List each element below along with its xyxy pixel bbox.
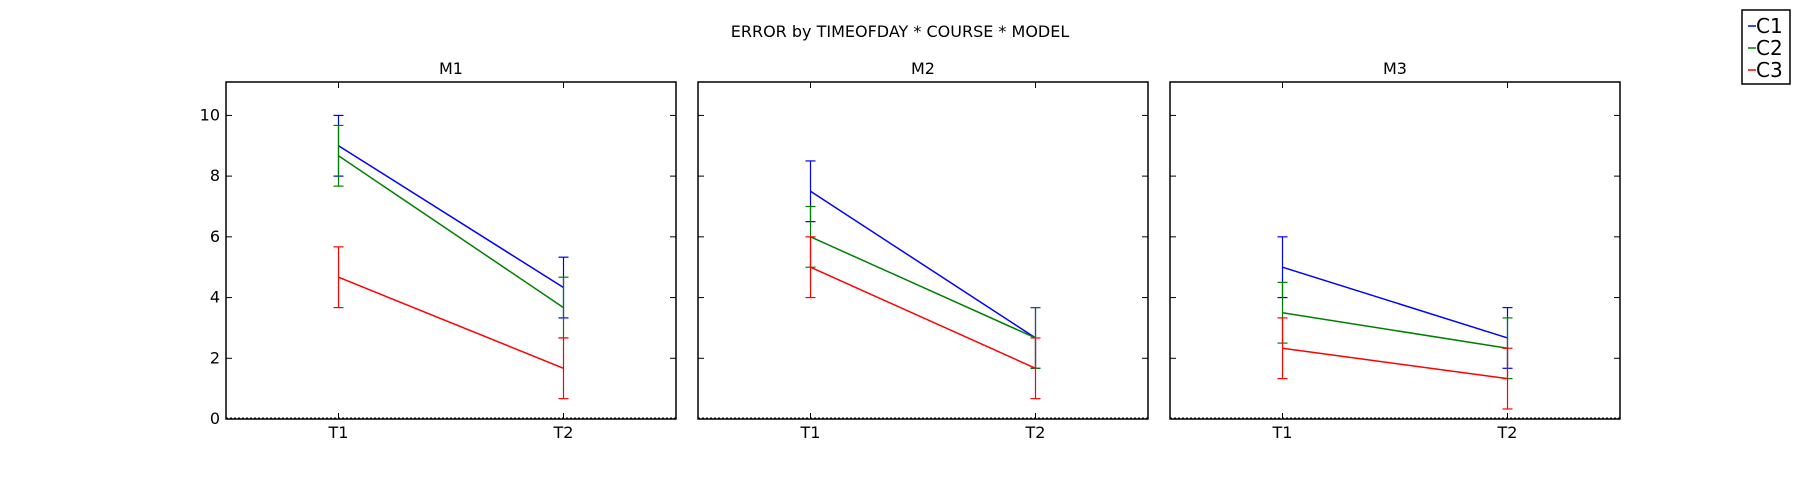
x-tick-label: T1 (800, 423, 821, 442)
x-tick-label: T2 (553, 423, 574, 442)
x-tick-label: T2 (1497, 423, 1518, 442)
series-c3 (333, 246, 569, 400)
y-tick-label: 8 (210, 166, 220, 185)
legend-box (1741, 9, 1791, 85)
series-line (810, 266, 1036, 369)
series-c2 (333, 124, 569, 339)
panel-2: M2 T1 T2 (697, 59, 1149, 442)
series-line (1282, 266, 1508, 339)
series-line (1282, 311, 1508, 350)
series-c1 (1277, 236, 1513, 369)
series-c2 (805, 205, 1041, 369)
series-c1 (805, 160, 1041, 369)
x-tick-label: T1 (328, 423, 349, 442)
y-tick-label: 2 (210, 348, 220, 367)
panel-title: M2 (911, 59, 935, 78)
series-c3 (1277, 317, 1513, 410)
series-c3 (805, 236, 1041, 400)
series-line (338, 276, 564, 369)
series-line (810, 190, 1036, 339)
y-tick-label: 0 (210, 409, 220, 428)
panel-title: M1 (439, 59, 463, 78)
y-tick-label: 4 (210, 288, 220, 307)
panel-frame (1169, 81, 1621, 420)
y-tick-label: 10 (200, 105, 220, 124)
legend-label: C2 (1756, 36, 1783, 60)
series-line (338, 145, 564, 289)
panel-title: M3 (1383, 59, 1407, 78)
series-line (1282, 347, 1508, 380)
panel-frame (225, 81, 677, 420)
x-tick-label: T2 (1025, 423, 1046, 442)
series-line (810, 236, 1036, 339)
panel-3: M3 T1 T2 (1169, 59, 1621, 442)
legend-label: C1 (1756, 14, 1783, 38)
panel-frame (697, 81, 1149, 420)
legend-label: C3 (1756, 58, 1783, 82)
series-line (338, 155, 564, 309)
x-tick-label: T1 (1272, 423, 1293, 442)
chart-title: ERROR by TIMEOFDAY * COURSE * MODEL (731, 22, 1070, 41)
panels: M1 0 2 4 6 8 10 T1 T2 M2 T1 T2 M3 T1 T2 (200, 59, 1621, 442)
y-tick-label: 6 (210, 227, 220, 246)
panel-1: M1 0 2 4 6 8 10 T1 T2 (200, 59, 677, 442)
